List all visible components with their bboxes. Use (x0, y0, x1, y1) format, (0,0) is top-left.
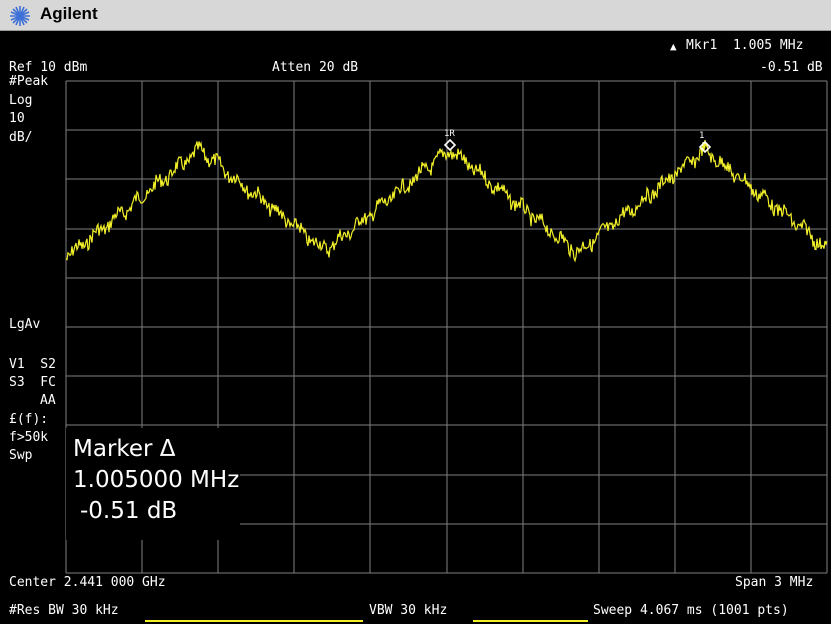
resolution-bandwidth: #Res BW 30 kHz (9, 603, 119, 618)
marker-box-frequency: 1.005000 MHz (73, 467, 240, 493)
delta-marker: 1 (698, 131, 712, 154)
ftun-label: £(f): (9, 412, 49, 427)
reference-marker: 1R (443, 129, 457, 152)
marker-label: 1 (699, 131, 704, 141)
span-value: Span 3 MHz (735, 575, 814, 590)
agilent-spark-logo-icon (10, 6, 30, 26)
signal-trace (65, 139, 828, 263)
status-line-2: S3 FC (9, 375, 56, 390)
title-bar: Agilent (0, 0, 831, 31)
video-bandwidth: VBW 30 kHz (369, 603, 448, 618)
marker-box-amplitude: -0.51 dB (80, 498, 178, 524)
marker-diamond-icon (698, 140, 712, 154)
ref-level: Ref 10 dBm (9, 60, 88, 75)
marker-diamond-icon (443, 138, 457, 152)
sweep-time: Sweep 4.067 ms (1001 pts) (593, 603, 789, 618)
marker-label: 1R (444, 129, 455, 139)
marker-value: -0.51 dB (760, 60, 823, 75)
scale-unit: dB/ (9, 130, 33, 145)
sweep-label: Swp (9, 448, 33, 463)
detector-label: #Peak (9, 74, 49, 89)
marker-readout: Mkr1 1.005 MHz (686, 38, 804, 53)
rbw-indicator-bar (145, 620, 363, 622)
attenuation: Atten 20 dB (272, 60, 359, 75)
center-frequency: Center 2.441 000 GHz (9, 575, 166, 590)
marker-box-title: Marker Δ (73, 436, 176, 462)
ftun-condition: f>50k (9, 430, 49, 445)
scale-type: Log (9, 93, 33, 108)
marker-delta-symbol: ▲ (670, 40, 677, 53)
vbw-indicator-bar (473, 620, 588, 622)
scale-value: 10 (9, 111, 25, 126)
status-line-3: AA (40, 393, 56, 408)
averaging-label: LgAv (9, 317, 41, 332)
brand-name: Agilent (40, 4, 98, 23)
marker-box: Marker Δ 1.005000 MHz -0.51 dB (66, 428, 240, 540)
status-line-1: V1 S2 (9, 357, 56, 372)
